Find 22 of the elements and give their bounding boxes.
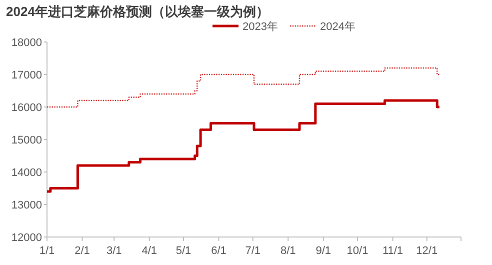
x-tick-label: 6/1 xyxy=(211,245,226,257)
x-tick-label: 7/1 xyxy=(245,245,261,257)
x-tick-label: 1/1 xyxy=(39,245,55,257)
y-tick-label: 17000 xyxy=(11,70,42,82)
x-tick-label: 10/1 xyxy=(346,245,368,257)
y-tick-label: 13000 xyxy=(11,200,42,212)
x-tick-label: 12/1 xyxy=(416,245,438,257)
y-tick-label: 15000 xyxy=(11,134,42,146)
chart-title: 2024年进口芝麻价格预测（以埃塞一级为例） xyxy=(6,4,269,19)
y-tick-label: 12000 xyxy=(11,232,42,244)
y-tick-label: 14000 xyxy=(11,167,42,179)
x-tick-label: 8/1 xyxy=(280,245,296,257)
x-tick-label: 3/1 xyxy=(106,245,122,257)
x-tick-label: 9/1 xyxy=(316,245,332,257)
x-tick-label: 4/1 xyxy=(142,245,158,257)
x-tick-label: 11/1 xyxy=(382,245,404,257)
x-tick-label: 2/1 xyxy=(74,245,90,257)
y-tick-label: 18000 xyxy=(11,37,42,49)
legend-label: 2024年 xyxy=(320,21,356,33)
y-tick-label: 16000 xyxy=(11,102,42,114)
x-tick-label: 5/1 xyxy=(176,245,192,257)
legend-label: 2023年 xyxy=(242,21,278,33)
